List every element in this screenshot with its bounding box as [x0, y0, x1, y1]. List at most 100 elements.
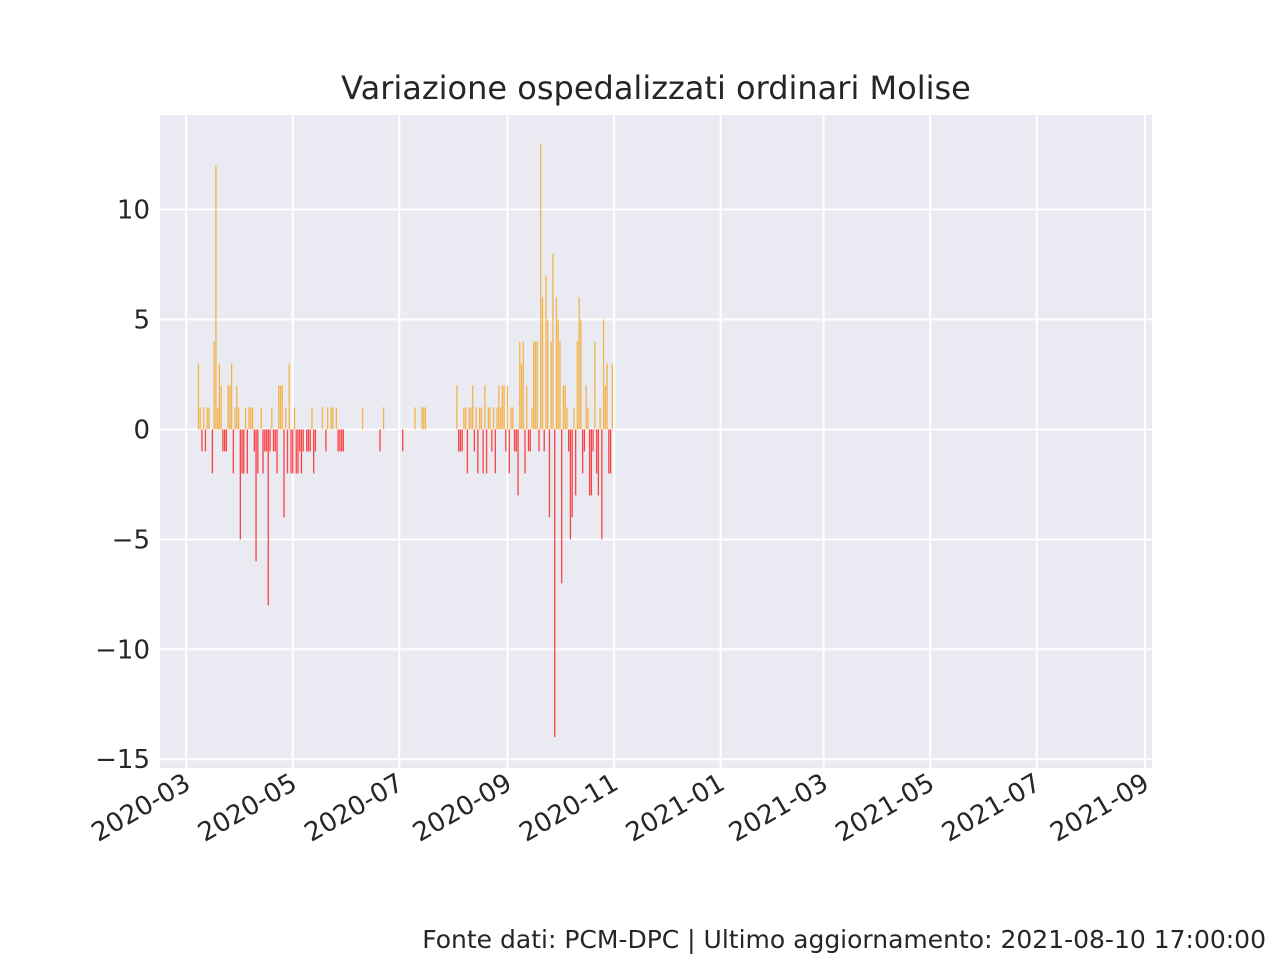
bar [527, 429, 530, 452]
bar [496, 407, 498, 430]
bar [611, 363, 613, 430]
bar [464, 407, 467, 430]
bar [307, 429, 310, 452]
bar [236, 385, 238, 430]
bar [547, 319, 549, 430]
bar [361, 407, 364, 430]
bar [264, 429, 266, 452]
bar [216, 407, 219, 430]
bar [269, 429, 271, 452]
bar [241, 429, 243, 474]
bar [461, 429, 463, 452]
bar [463, 407, 465, 430]
bar [489, 407, 491, 430]
y-axis-ticks: −15 −10 −5 0 5 10 [95, 196, 150, 776]
bar [279, 385, 282, 430]
bar [278, 385, 280, 430]
bar [267, 429, 269, 606]
bar [590, 429, 593, 496]
bar [337, 429, 339, 452]
bar [550, 341, 552, 430]
bar [491, 429, 493, 452]
bar [332, 407, 334, 430]
bar [587, 407, 589, 430]
x-tick-label: 2021-09 [1045, 768, 1154, 848]
bar [302, 429, 304, 452]
bar [482, 429, 484, 474]
bar [569, 429, 572, 540]
bar [578, 297, 580, 430]
bar [295, 429, 297, 474]
bar [290, 429, 292, 474]
bar [230, 363, 233, 430]
bar [201, 429, 203, 452]
bars [197, 143, 613, 738]
bar [583, 429, 586, 452]
bar [478, 407, 481, 430]
bar [520, 363, 523, 430]
bar [555, 297, 558, 430]
bar [311, 407, 313, 430]
bar [566, 407, 568, 430]
bar [581, 429, 584, 474]
bar [562, 385, 565, 430]
bar [505, 429, 507, 452]
bar [222, 429, 224, 452]
bar [314, 429, 317, 452]
bar [262, 429, 264, 474]
bar [276, 429, 278, 474]
bar [237, 407, 240, 430]
x-tick-label: 2020-11 [514, 768, 623, 848]
bar [297, 429, 299, 474]
bar [288, 363, 290, 430]
bar [534, 341, 537, 430]
bar [602, 319, 605, 430]
bar [265, 429, 268, 452]
x-tick-label: 2020-09 [408, 768, 517, 848]
bar [218, 363, 221, 430]
bar [203, 407, 205, 430]
bar [552, 253, 554, 430]
bar [197, 363, 200, 430]
footer-source: Fonte dati: PCM-DPC | Ultimo aggiornamen… [422, 925, 1266, 954]
bar [379, 429, 381, 452]
bar [313, 429, 315, 474]
y-tick-label: −5 [112, 525, 150, 555]
bar [227, 385, 229, 430]
bar [484, 385, 486, 430]
bar [597, 429, 600, 496]
bar [510, 407, 512, 430]
bar [246, 429, 248, 474]
bar [561, 429, 563, 584]
bar [215, 165, 217, 430]
bar [529, 429, 531, 452]
bar [503, 385, 505, 430]
bar [606, 363, 608, 430]
bar [402, 429, 404, 452]
bar [293, 407, 296, 430]
bar [540, 143, 542, 430]
bar [522, 341, 524, 430]
x-tick-label: 2020-03 [87, 768, 196, 848]
bar [480, 407, 483, 430]
bar [585, 385, 587, 430]
y-tick-label: 10 [117, 196, 150, 226]
bar [204, 429, 207, 452]
bar [595, 429, 598, 474]
bar [594, 341, 596, 430]
y-tick-label: 0 [133, 415, 150, 445]
x-tick-label: 2021-05 [831, 768, 940, 848]
bar [239, 429, 241, 540]
x-tick-label: 2020-07 [300, 768, 409, 848]
bar [456, 385, 458, 430]
bar [608, 429, 610, 474]
bar [588, 429, 591, 496]
bar [330, 407, 332, 430]
bar [531, 407, 533, 430]
bar [299, 429, 301, 452]
bar [494, 429, 496, 474]
y-tick-label: −10 [95, 635, 150, 665]
bar [272, 429, 275, 452]
bar [524, 429, 526, 474]
bar [260, 407, 262, 430]
